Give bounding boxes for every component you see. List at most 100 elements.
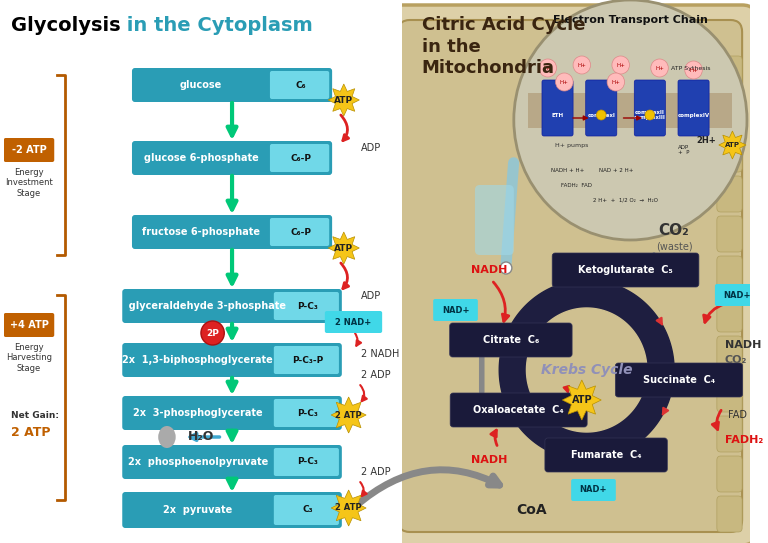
Text: H+: H+ [689,67,698,73]
FancyBboxPatch shape [274,448,339,476]
Text: NAD + 2 H+: NAD + 2 H+ [598,167,633,173]
Text: H+: H+ [578,62,586,67]
Text: NADH: NADH [725,340,761,350]
Polygon shape [331,490,366,526]
Text: 2 ATP: 2 ATP [12,426,51,439]
Text: Electron Transport Chain: Electron Transport Chain [553,15,708,25]
FancyBboxPatch shape [450,323,572,357]
FancyBboxPatch shape [475,185,514,255]
FancyBboxPatch shape [270,218,329,246]
Text: FADH₂: FADH₂ [725,435,763,445]
FancyBboxPatch shape [717,336,742,372]
Text: 2x  glyceraldehyde 3-phosphate: 2x glyceraldehyde 3-phosphate [109,301,286,311]
Text: FADH₂  FAD: FADH₂ FAD [561,182,592,187]
FancyBboxPatch shape [717,256,742,292]
Text: 2 ATP: 2 ATP [336,503,362,513]
Text: C₃: C₃ [303,506,313,515]
FancyBboxPatch shape [717,456,742,492]
Text: ETH: ETH [551,112,564,117]
Text: NADH: NADH [472,455,508,465]
FancyBboxPatch shape [717,96,742,132]
Text: P-C₃: P-C₃ [297,458,319,466]
FancyBboxPatch shape [528,93,733,128]
FancyBboxPatch shape [0,0,402,543]
Polygon shape [331,397,366,433]
FancyBboxPatch shape [717,136,742,172]
Text: Krebs Cycle: Krebs Cycle [541,363,632,377]
Text: ATP: ATP [571,395,592,405]
Text: 2 H+  +  1/2 O₂  →  H₂O: 2 H+ + 1/2 O₂ → H₂O [593,198,658,203]
Circle shape [612,56,630,74]
Text: Energy
Harvesting
Stage: Energy Harvesting Stage [6,343,52,373]
Text: H₂O: H₂O [188,431,215,444]
Text: FAD: FAD [727,410,746,420]
FancyBboxPatch shape [122,289,342,323]
Circle shape [201,321,224,345]
FancyBboxPatch shape [274,346,339,374]
Text: H+: H+ [560,79,569,85]
Text: ATP: ATP [334,96,353,104]
Text: P-C₃: P-C₃ [297,408,319,418]
Text: glucose: glucose [180,80,222,90]
Text: -2 ATP: -2 ATP [12,145,46,155]
FancyBboxPatch shape [132,215,332,249]
Text: H+: H+ [655,66,664,71]
Text: 2H+: 2H+ [697,136,716,144]
Polygon shape [328,84,359,116]
FancyBboxPatch shape [586,80,617,136]
Text: ATP: ATP [725,142,740,148]
Text: NAD+: NAD+ [580,485,607,495]
Text: Succinate  C₄: Succinate C₄ [643,375,715,385]
Text: Net Gain:: Net Gain: [12,411,59,420]
Text: H+: H+ [611,79,621,85]
Text: ATP: ATP [334,243,353,252]
Circle shape [555,73,573,91]
FancyBboxPatch shape [270,71,329,99]
Text: complexI: complexI [588,112,615,117]
FancyBboxPatch shape [4,313,55,337]
Text: glucose 6-phosphate: glucose 6-phosphate [144,153,258,163]
Text: P-C₃-P: P-C₃-P [293,356,323,364]
Polygon shape [719,131,746,159]
FancyBboxPatch shape [717,216,742,252]
Circle shape [645,110,654,120]
Text: fructose 6-phosphate: fructose 6-phosphate [142,227,260,237]
FancyBboxPatch shape [132,68,332,102]
FancyBboxPatch shape [398,20,742,532]
Text: NADH: NADH [472,265,508,275]
Text: 2x  3-phosphoglycerate: 2x 3-phosphoglycerate [133,408,263,418]
Text: CO₂: CO₂ [659,223,690,237]
FancyBboxPatch shape [325,311,382,333]
Text: 2 ATP: 2 ATP [336,411,362,420]
FancyBboxPatch shape [274,292,339,320]
Text: Citrate  C₆: Citrate C₆ [483,335,539,345]
FancyBboxPatch shape [122,445,342,479]
Text: (waste): (waste) [656,241,693,251]
Text: Glycolysis: Glycolysis [12,16,121,35]
Text: NAD+: NAD+ [723,291,751,300]
Text: 2x  phosphoenolpyruvate: 2x phosphoenolpyruvate [127,457,268,467]
Text: H+: H+ [616,62,625,67]
FancyBboxPatch shape [433,299,478,321]
FancyBboxPatch shape [382,5,756,543]
FancyBboxPatch shape [552,253,699,287]
Text: complexIV: complexIV [677,112,710,117]
Text: in the Cytoplasm: in the Cytoplasm [121,16,313,35]
Text: CoA: CoA [516,503,547,517]
Text: Oxaloacetate  C₄: Oxaloacetate C₄ [473,405,564,415]
FancyBboxPatch shape [274,495,339,525]
Text: Energy
Investment
Stage: Energy Investment Stage [5,168,53,198]
Circle shape [685,61,702,79]
Polygon shape [328,232,359,264]
Polygon shape [562,380,601,420]
Text: 2 ADP: 2 ADP [361,370,391,380]
Polygon shape [526,308,647,432]
Text: NADH + H+: NADH + H+ [551,167,584,173]
FancyBboxPatch shape [450,393,588,427]
FancyBboxPatch shape [122,343,342,377]
Text: 2 NAD+: 2 NAD+ [336,318,372,326]
FancyBboxPatch shape [4,138,55,162]
Text: 2 NADH: 2 NADH [361,349,399,359]
FancyBboxPatch shape [717,416,742,452]
FancyBboxPatch shape [717,296,742,332]
